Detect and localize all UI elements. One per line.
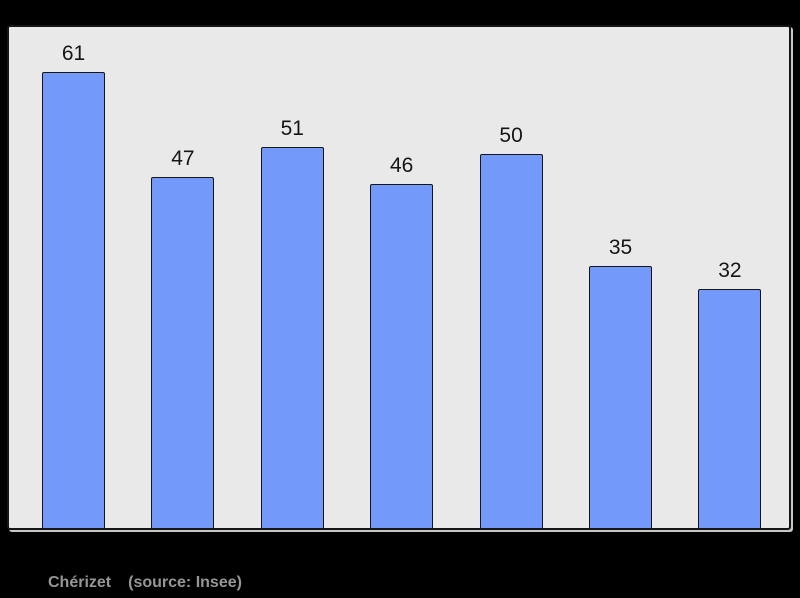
chart-caption: Chérizet (source: Insee) — [48, 575, 242, 591]
caption-source: (source: Insee) — [128, 574, 242, 591]
bar-value-label: 50 — [499, 124, 523, 147]
bar: 46 — [370, 155, 434, 528]
bar: 50 — [479, 125, 543, 528]
plot-area: 61 47 51 46 50 35 32 — [9, 27, 789, 528]
bar: 47 — [151, 148, 215, 528]
bar-value-label: 47 — [171, 147, 195, 170]
bar-value-label: 51 — [280, 117, 304, 140]
chart-frame: 61 47 51 46 50 35 32 — [7, 25, 791, 530]
bar: 32 — [698, 260, 762, 528]
bar: 61 — [42, 43, 105, 528]
caption-author: Chérizet — [48, 574, 112, 591]
bar-value-label: 61 — [61, 42, 86, 65]
bar: 51 — [260, 118, 324, 528]
bar-value-label: 46 — [390, 154, 414, 177]
bar-value-label: 32 — [718, 259, 742, 282]
bar-value-label: 35 — [608, 236, 633, 259]
bar: 35 — [589, 237, 652, 528]
